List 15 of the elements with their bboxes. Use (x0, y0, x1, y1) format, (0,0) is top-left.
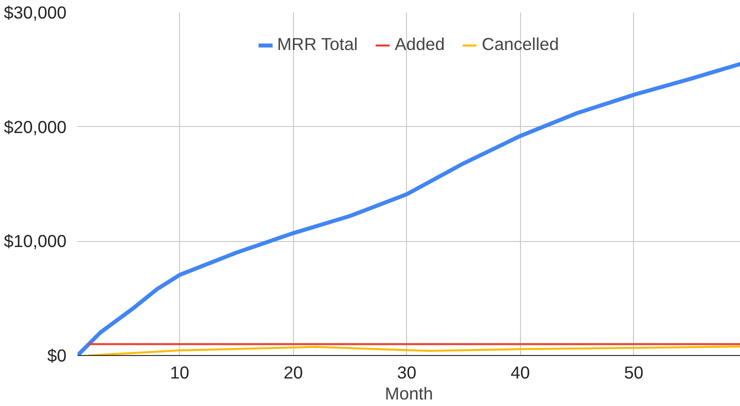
y-tick-label: $10,000 (4, 231, 67, 252)
y-tick-label: $20,000 (4, 116, 67, 137)
x-tick-label: 10 (170, 362, 190, 382)
legend-label: MRR Total (277, 34, 358, 55)
x-tick-label: 20 (284, 362, 303, 382)
line-series (78, 62, 740, 356)
x-tick-label: 50 (624, 362, 644, 382)
line-series (88, 345, 740, 356)
x-tick-label: 30 (397, 362, 416, 382)
legend-label: Cancelled (482, 34, 559, 55)
y-tick-label: $30,000 (4, 2, 67, 22)
legend-label: Added (394, 34, 445, 55)
x-axis-title: Month (384, 384, 434, 404)
x-tick-label: 40 (510, 362, 530, 382)
y-tick-label: $0 (47, 346, 67, 366)
